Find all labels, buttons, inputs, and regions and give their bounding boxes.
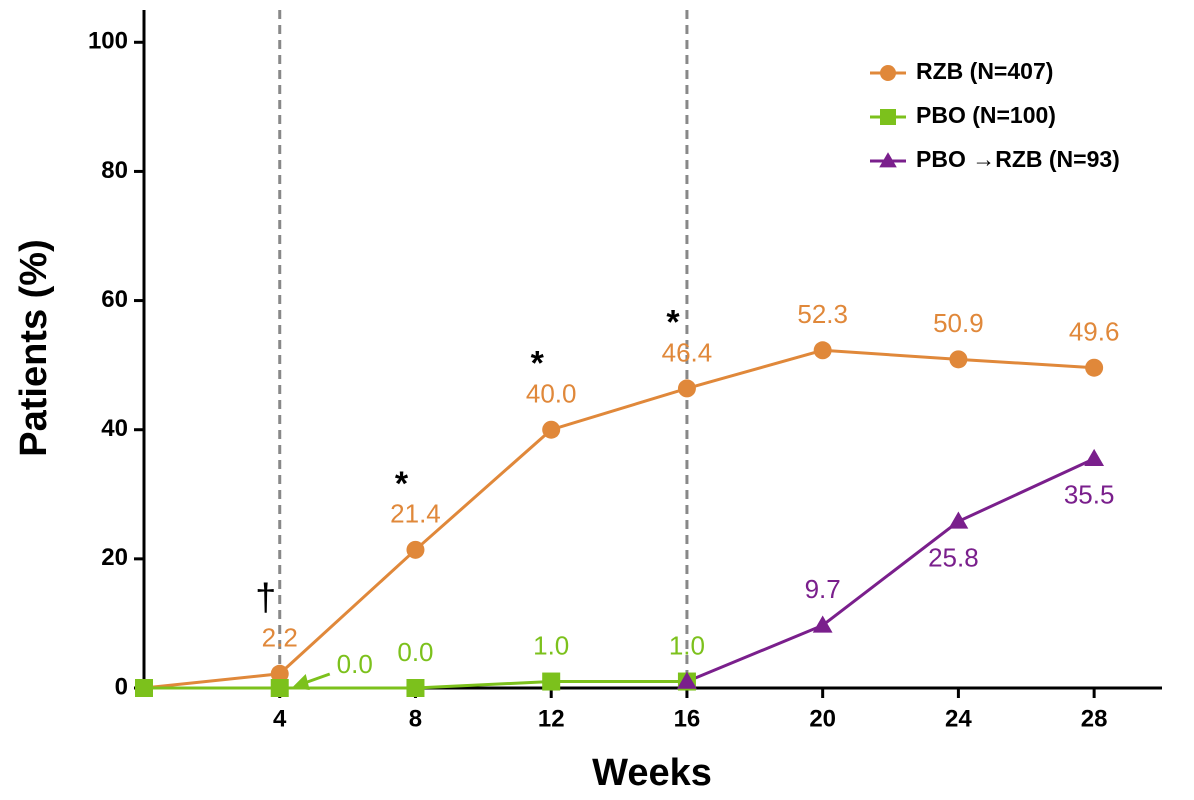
y-tick-label: 100: [88, 28, 128, 55]
data-point: [812, 615, 833, 633]
data-label: 35.5: [1064, 480, 1115, 510]
data-label: 9.7: [805, 574, 841, 604]
data-label: 52.3: [797, 299, 848, 329]
data-point: [1084, 448, 1105, 466]
data-point: [948, 511, 969, 529]
data-point: [406, 540, 425, 559]
y-tick-label: 20: [101, 544, 128, 571]
x-tick-label: 24: [945, 705, 972, 732]
legend-label: PBO →RZB (N=93): [916, 146, 1120, 172]
series-line: [143, 348, 1095, 690]
data-label: 0.0: [337, 649, 373, 679]
annotation: *: [531, 345, 545, 383]
data-point: [677, 671, 697, 689]
data-point: [542, 420, 561, 439]
data-point: [542, 672, 561, 691]
y-tick-label: 80: [101, 157, 128, 184]
x-tick-label: 16: [674, 705, 701, 732]
x-tick-label: 28: [1081, 705, 1108, 732]
data-label: 40.0: [526, 379, 577, 409]
y-tick-label: 60: [101, 286, 128, 313]
data-label: 1.0: [533, 630, 569, 660]
legend-marker: [879, 152, 897, 168]
label-arrowhead: [291, 674, 310, 690]
data-point: [949, 350, 968, 369]
data-point: [813, 341, 832, 360]
legend-label: RZB (N=407): [916, 58, 1053, 84]
data-label: 50.9: [933, 308, 984, 338]
y-axis-title: Patients (%): [13, 239, 55, 456]
y-tick-label: 0: [115, 673, 128, 700]
annotation: †: [255, 577, 276, 619]
x-tick-label: 8: [409, 705, 422, 732]
legend-label: PBO (N=100): [916, 102, 1056, 128]
data-label: 25.8: [928, 542, 979, 572]
data-point: [270, 664, 289, 683]
annotation: *: [666, 303, 680, 341]
x-axis-title: Weeks: [592, 752, 712, 794]
data-label: 0.0: [397, 637, 433, 667]
y-tick-label: 40: [101, 415, 128, 442]
x-tick-label: 4: [273, 705, 287, 732]
data-label: 2.2: [262, 623, 298, 653]
series-line: [686, 457, 1095, 683]
legend-marker: [880, 109, 896, 125]
data-label: 21.4: [390, 499, 441, 529]
legend-marker: [880, 65, 896, 81]
data-label: 49.6: [1069, 317, 1120, 347]
data-point: [270, 679, 289, 697]
x-tick-label: 20: [809, 705, 836, 732]
annotation: *: [395, 465, 409, 503]
data-point: [135, 679, 153, 697]
x-tick-label: 12: [538, 705, 565, 732]
data-label: 46.4: [662, 337, 713, 367]
data-point: [1085, 358, 1104, 377]
data-label: 1.0: [669, 630, 705, 660]
data-point: [406, 679, 425, 697]
data-point: [677, 379, 696, 398]
